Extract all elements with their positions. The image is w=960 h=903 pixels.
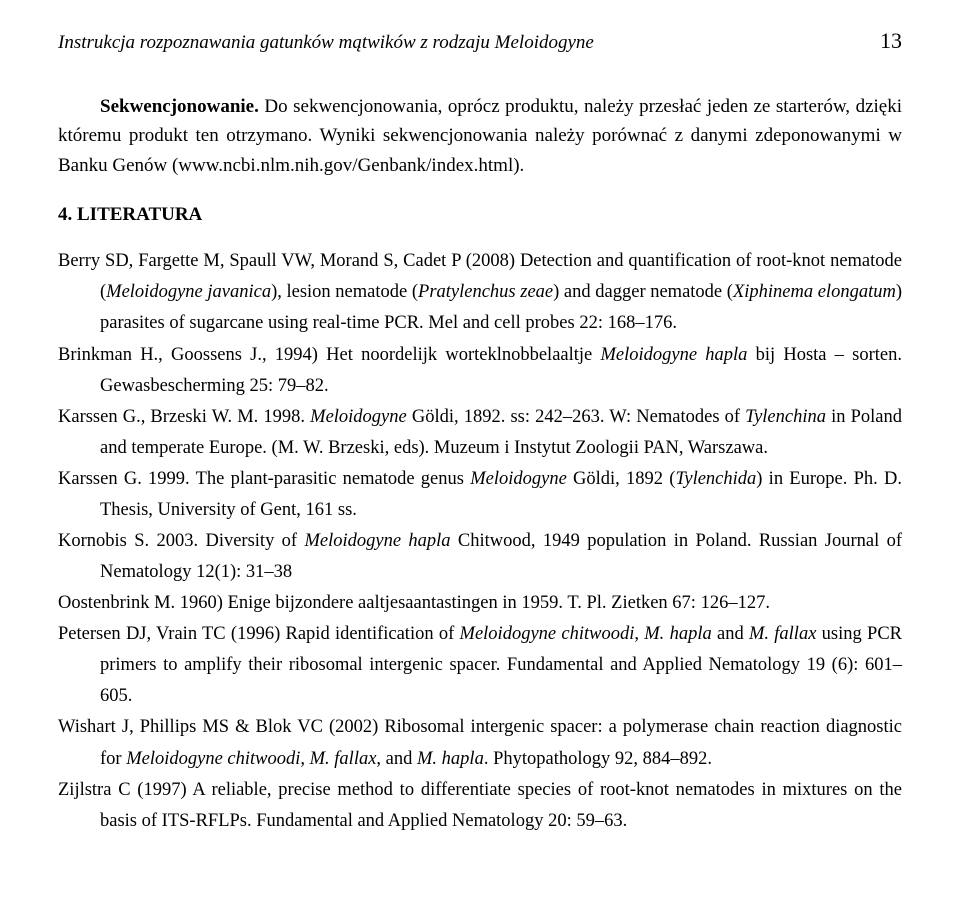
reference-item: Berry SD, Fargette M, Spaull VW, Morand … [58,246,902,339]
ref-text: Zijlstra C (1997) A reliable, precise me… [58,780,902,831]
ref-italic: M. hapla [644,624,711,644]
ref-italic: Pratylenchus zeae [418,282,553,302]
ref-text: . Phytopathology 92, 884–892. [484,749,712,769]
reference-item: Kornobis S. 2003. Diversity of Meloidogy… [58,526,902,588]
header-title: Instrukcja rozpoznawania gatunków mątwik… [58,32,594,54]
reference-item: Oostenbrink M. 1960) Enige bijzondere aa… [58,588,902,619]
ref-italic: Meloidogyne [310,407,407,427]
ref-italic: Meloidogyne hapla [600,345,747,365]
ref-text: ), lesion nematode ( [271,282,418,302]
ref-text: ) and dagger nematode ( [553,282,733,302]
ref-italic: M. fallax [749,624,816,644]
ref-text: Karssen G. 1999. The plant-parasitic nem… [58,469,470,489]
ref-italic: Meloidogyne javanica [106,282,271,302]
document-page: Instrukcja rozpoznawania gatunków mątwik… [0,0,960,877]
ref-italic: Meloidogyne chitwoodi [460,624,635,644]
ref-text: , [634,624,644,644]
ref-text: Oostenbrink M. 1960) Enige bijzondere aa… [58,593,770,613]
ref-italic: Meloidogyne chitwoodi, M. fallax [126,749,376,769]
ref-italic: Meloidogyne hapla [304,531,450,551]
reference-item: Brinkman H., Goossens J., 1994) Het noor… [58,340,902,402]
ref-text: Petersen DJ, Vrain TC (1996) Rapid ident… [58,624,460,644]
reference-item: Zijlstra C (1997) A reliable, precise me… [58,775,902,837]
reference-item: Karssen G., Brzeski W. M. 1998. Meloidog… [58,402,902,464]
ref-text: , and [376,749,417,769]
reference-item: Petersen DJ, Vrain TC (1996) Rapid ident… [58,619,902,712]
ref-italic: Xiphinema elongatum [733,282,896,302]
ref-text: Kornobis S. 2003. Diversity of [58,531,304,551]
ref-text: Göldi, 1892 ( [567,469,676,489]
literature-heading: 4. LITERATURA [58,204,902,226]
page-number: 13 [880,28,902,54]
running-header: Instrukcja rozpoznawania gatunków mątwik… [58,28,902,54]
reference-item: Karssen G. 1999. The plant-parasitic nem… [58,464,902,526]
reference-item: Wishart J, Phillips MS & Blok VC (2002) … [58,712,902,774]
ref-text: Brinkman H., Goossens J., 1994) Het noor… [58,345,600,365]
ref-italic: Meloidogyne [470,469,567,489]
ref-italic: M. hapla [417,749,484,769]
ref-text: and [712,624,749,644]
ref-italic: Tylenchina [745,407,826,427]
ref-italic: Tylenchida [675,469,756,489]
ref-text: Karssen G., Brzeski W. M. 1998. [58,407,310,427]
intro-paragraph: Sekwencjonowanie. Do sekwencjonowania, o… [58,92,902,180]
ref-text: Göldi, 1892. ss: 242–263. W: Nematodes o… [407,407,745,427]
intro-lead: Sekwencjonowanie. [100,96,259,117]
